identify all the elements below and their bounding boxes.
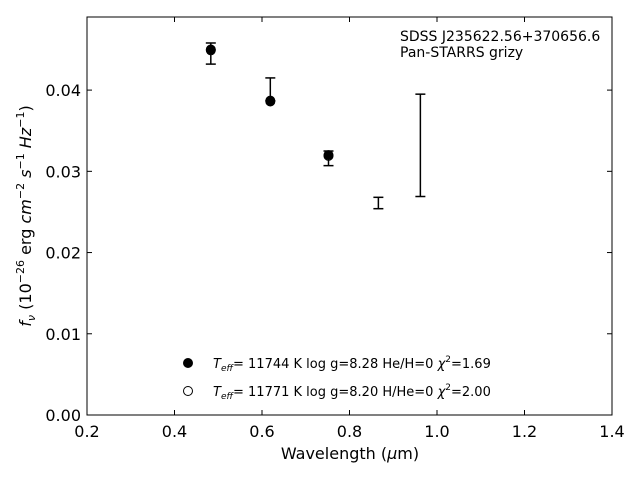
annotation-line-1: SDSS J235622.56+370656.6 [400, 29, 600, 45]
annotation-line-2: Pan-STARRS grizy [400, 45, 523, 61]
errorbar [373, 196, 384, 210]
legend-marker-filled [183, 358, 193, 368]
x-tick-label: 0.8 [337, 422, 362, 441]
x-axis-title: Wavelength (μm) [281, 444, 419, 463]
legend-label-2: Teff= 11771 K log g=8.20 H/He=0 χ2=2.00 [213, 383, 491, 402]
y-axis-title: fν (10−26 erg cm−2 s−1 Hz−1) [14, 105, 38, 326]
y-tick-label: 0.03 [45, 162, 81, 181]
y-tick-label: 0.02 [45, 244, 81, 263]
y-tick-label: 0.01 [45, 325, 81, 344]
x-tick-label: 1.2 [512, 422, 537, 441]
point-filled [205, 44, 216, 55]
points-group [205, 44, 334, 161]
legend-label-1: Teff= 11744 K log g=8.28 He/H=0 χ2=1.69 [213, 355, 491, 374]
x-tick-label: 1.0 [424, 422, 449, 441]
y-tick-label: 0.04 [45, 81, 81, 100]
x-tick-label: 0.6 [249, 422, 274, 441]
point-filled [323, 150, 334, 161]
x-tick-label: 0.4 [162, 422, 187, 441]
y-tick-label: 0.00 [45, 406, 81, 425]
errorbar [415, 93, 426, 198]
x-tick-label: 0.2 [74, 422, 99, 441]
ticks-group: 0.2 0.4 0.6 0.8 1.0 1.2 1.4 0.00 0.01 0.02 0.03 0.0… [45, 17, 625, 441]
legend: Teff= 11744 K log g=8.28 He/H=0 χ2=1.69 … [183, 355, 491, 402]
legend-marker-open [183, 386, 193, 396]
point-filled [265, 95, 276, 106]
plot-frame [86, 16, 613, 416]
errorbars-group [205, 42, 426, 210]
x-tick-label: 1.4 [599, 422, 624, 441]
